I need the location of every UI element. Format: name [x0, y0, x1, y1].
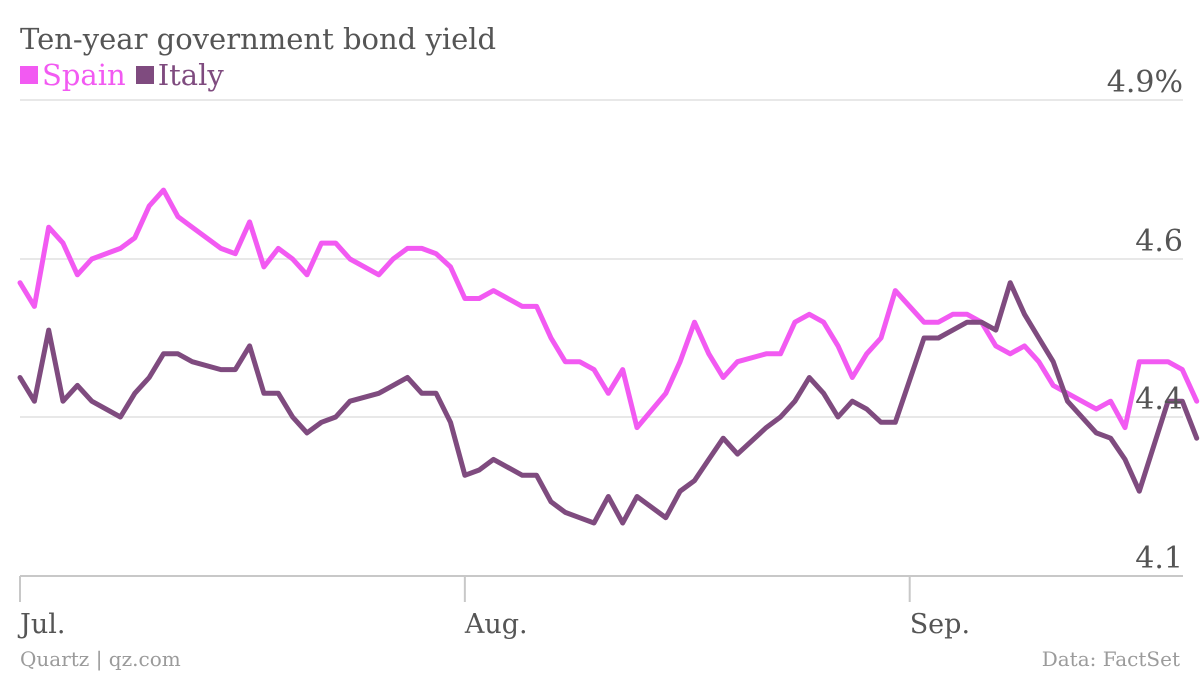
y-tick-label: 4.1 [1135, 541, 1183, 576]
legend-item-spain: Spain [20, 58, 126, 92]
legend-label-spain: Spain [42, 58, 126, 92]
gridlines [20, 99, 1183, 577]
source-text: Data: FactSet [1041, 647, 1180, 671]
legend-swatch-italy [135, 66, 154, 84]
legend-swatch-spain [20, 66, 38, 84]
y-tick-label: 4.9% [1107, 65, 1183, 100]
chart-legend: Spain Italy [20, 58, 224, 92]
legend-item-italy: Italy [135, 58, 224, 92]
legend-label-italy: Italy [157, 58, 224, 92]
chart-title: Ten-year government bond yield [20, 22, 497, 56]
series-line-italy [17, 280, 1200, 526]
x-tick-label: Aug. [464, 609, 528, 640]
y-tick-label: 4.4 [1135, 382, 1183, 417]
x-axis: Jul. Aug. Sep. [17, 576, 970, 640]
series-lines [17, 187, 1200, 526]
x-tick-label: Jul. [17, 609, 65, 640]
series-line-spain [17, 187, 1200, 431]
y-axis-labels: 4.1 4.4 4.6 4.9% [1107, 65, 1183, 576]
x-tick-label: Sep. [910, 609, 970, 640]
credit-text: Quartz | qz.com [20, 647, 181, 671]
y-tick-label: 4.6 [1135, 224, 1183, 259]
